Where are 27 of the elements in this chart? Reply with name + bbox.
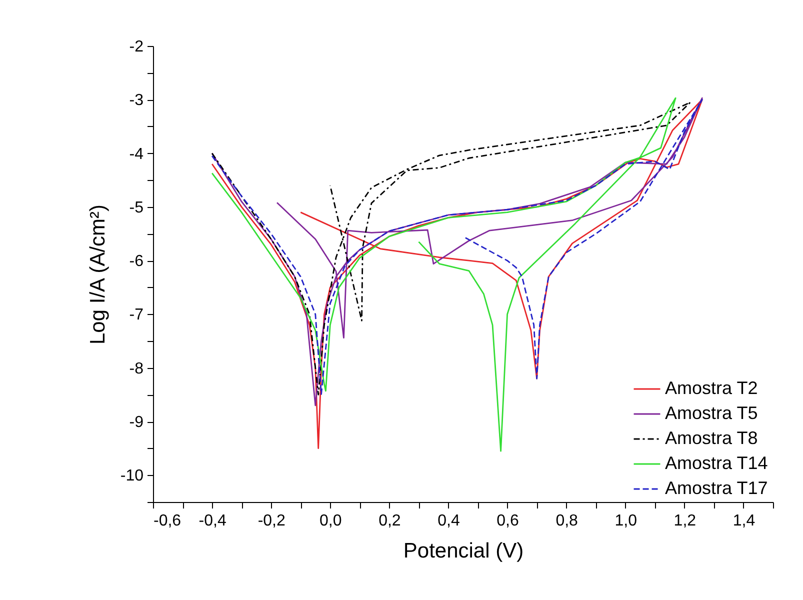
x-tick-label: -0,2 [258, 512, 286, 530]
y-tick-label: -4 [129, 146, 144, 163]
y-tick-label: -3 [129, 92, 144, 110]
y-axis-title: Log I/A (A/cm²) [86, 204, 110, 345]
y-tick-label: -10 [120, 468, 144, 485]
x-tick-label: 1,4 [732, 512, 756, 530]
legend-label: Amostra T5 [665, 403, 758, 423]
y-tick-label: -9 [129, 414, 144, 432]
x-tick-label: -0,4 [198, 512, 226, 530]
legend-label: Amostra T2 [665, 378, 758, 398]
y-tick-label: -5 [129, 199, 144, 216]
x-tick-label: 0,4 [438, 512, 460, 530]
y-tick-label: -7 [129, 306, 144, 324]
legend-label: Amostra T8 [665, 428, 758, 448]
x-tick-label: 0,2 [378, 512, 401, 530]
y-tick-label: -8 [129, 360, 144, 378]
x-tick-label: 1,2 [674, 512, 696, 530]
x-tick-label: 0,6 [496, 512, 520, 530]
y-tick-label: -2 [129, 38, 144, 56]
x-tick-label: 1,0 [614, 512, 638, 530]
legend-label: Amostra T17 [665, 478, 768, 498]
x-tick-label: 0,0 [320, 512, 342, 530]
x-axis-title: Potencial (V) [403, 540, 524, 562]
legend-label: Amostra T14 [665, 453, 768, 473]
y-tick-label: -6 [129, 253, 144, 270]
x-tick-label: -0,6 [154, 512, 182, 530]
x-tick-label: 0,8 [556, 512, 578, 530]
